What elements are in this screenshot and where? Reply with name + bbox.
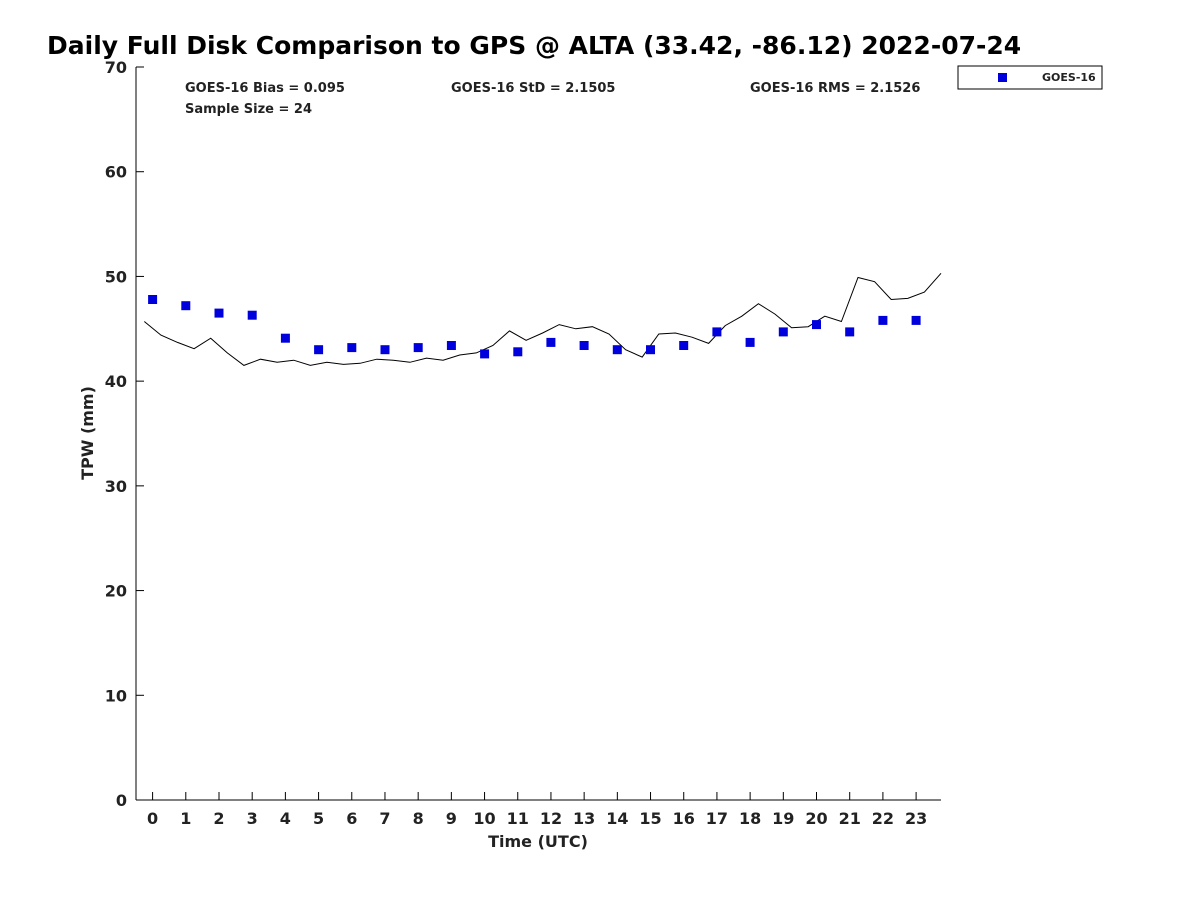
- x-tick-label: 0: [147, 809, 158, 828]
- y-tick-label: 70: [105, 58, 127, 77]
- goes16-point: [612, 345, 622, 355]
- x-tick-label: 2: [213, 809, 224, 828]
- goes16-point: [812, 320, 821, 330]
- x-axis-label: Time (UTC): [488, 832, 588, 851]
- goes16-point: [347, 343, 357, 353]
- goes16-point: [380, 345, 390, 355]
- goes16-point: [280, 333, 290, 343]
- chart-title: Daily Full Disk Comparison to GPS @ ALTA…: [47, 31, 1021, 60]
- goes16-point: [148, 295, 158, 304]
- std-stat: GOES-16 StD = 2.1505: [451, 81, 615, 96]
- stats-block: GOES-16 Bias = 0.095 Sample Size = 24 GO…: [185, 81, 920, 117]
- sample-size-stat: Sample Size = 24: [185, 102, 312, 117]
- y-tick-label: 30: [105, 477, 127, 496]
- goes16-point: [845, 327, 855, 337]
- goes16-point: [579, 341, 589, 350]
- x-tick-label: 17: [706, 809, 728, 828]
- x-tick-label: 21: [839, 809, 861, 828]
- legend: GOES-16: [957, 65, 1103, 90]
- legend-marker-goes16: [998, 73, 1007, 82]
- x-tick-label: 15: [639, 809, 661, 828]
- y-tick-label: 40: [105, 372, 127, 391]
- goes16-point: [314, 345, 324, 355]
- x-tick-label: 3: [247, 809, 258, 828]
- goes16-point: [480, 349, 490, 359]
- y-tick-label: 20: [105, 582, 127, 601]
- legend-box: [957, 65, 1103, 90]
- y-axis-label: TPW (mm): [78, 386, 97, 480]
- y-tick-label: 0: [116, 791, 127, 810]
- x-tick-label: 13: [573, 809, 595, 828]
- x-tick-label: 14: [606, 809, 628, 828]
- goes16-point: [679, 341, 689, 350]
- goes16-point: [181, 301, 191, 311]
- rms-stat: GOES-16 RMS = 2.1526: [750, 81, 920, 96]
- gps-line-series: [143, 272, 942, 366]
- x-tick-label: 1: [180, 809, 191, 828]
- goes16-point: [546, 337, 556, 347]
- goes16-scatter-series: [148, 295, 921, 359]
- x-tick-label: 6: [346, 809, 357, 828]
- goes16-point: [513, 347, 523, 357]
- goes16-point: [413, 343, 423, 353]
- goes16-point: [247, 310, 257, 320]
- gps-tpw-line: [143, 272, 942, 366]
- x-tick-label: 5: [313, 809, 324, 828]
- bias-stat: GOES-16 Bias = 0.095: [185, 81, 345, 96]
- legend-label-goes16: GOES-16: [1042, 71, 1096, 84]
- y-tick-label: 60: [105, 163, 127, 182]
- goes16-point: [214, 308, 224, 318]
- y-tick-label: 50: [105, 267, 127, 286]
- x-tick-label: 7: [379, 809, 390, 828]
- x-tick-label: 19: [772, 809, 794, 828]
- axes: [135, 67, 941, 801]
- y-tick-label: 10: [105, 686, 127, 705]
- x-tick-label: 9: [446, 809, 457, 828]
- goes16-point: [712, 327, 722, 337]
- x-tick-label: 8: [413, 809, 424, 828]
- x-tick-label: 20: [805, 809, 827, 828]
- goes16-point: [778, 327, 788, 337]
- x-tick-label: 16: [673, 809, 695, 828]
- x-tick-label: 18: [739, 809, 761, 828]
- x-tick-label: 22: [872, 809, 894, 828]
- goes16-point: [878, 315, 888, 325]
- x-tick-label: 4: [280, 809, 291, 828]
- goes16-point: [646, 345, 655, 355]
- goes16-point: [911, 315, 921, 325]
- goes16-point: [745, 337, 755, 347]
- x-tick-label: 12: [540, 809, 562, 828]
- goes16-point: [446, 341, 456, 350]
- x-tick-label: 10: [473, 809, 495, 828]
- x-tick-label: 23: [905, 809, 927, 828]
- x-tick-label: 11: [507, 809, 529, 828]
